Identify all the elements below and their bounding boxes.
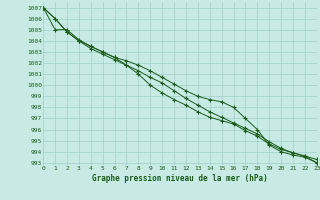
- X-axis label: Graphe pression niveau de la mer (hPa): Graphe pression niveau de la mer (hPa): [92, 174, 268, 183]
